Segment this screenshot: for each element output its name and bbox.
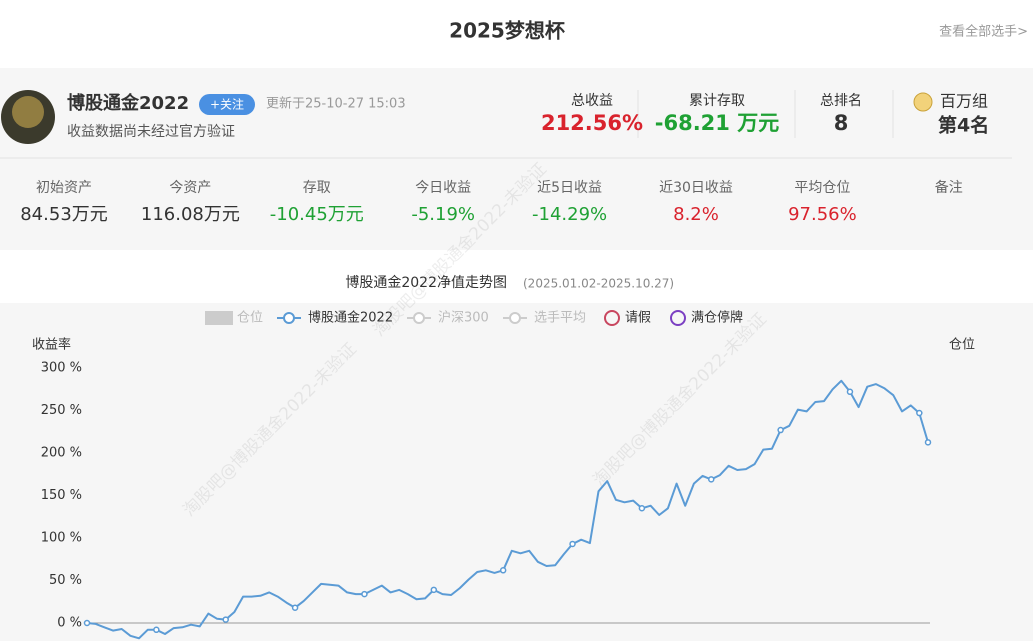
y-tick-label: 50 %: [49, 573, 82, 588]
metric-label: 近30日收益: [659, 180, 733, 196]
legend-label: 博股通金2022: [308, 310, 393, 326]
point-marker: [777, 426, 784, 434]
metric-label: 今日收益: [415, 180, 471, 196]
chart-panel: [0, 303, 1033, 641]
group-badge: [913, 92, 933, 112]
y-tick-label: 250 %: [41, 403, 82, 418]
point-marker: [569, 540, 576, 548]
point-marker: [430, 586, 438, 594]
legend-swatch: [413, 312, 425, 324]
point-marker: [846, 388, 854, 396]
point-marker: [924, 439, 932, 446]
metric-label: 备注: [935, 179, 963, 196]
metric-value: 97.56%: [788, 204, 857, 225]
summary-label: 累计存取: [689, 93, 745, 109]
y-axis-label: 收益率: [32, 337, 71, 353]
point-marker: [222, 616, 229, 623]
point-marker: [153, 626, 160, 634]
update-time: 更新于25-10-27 15:03: [266, 96, 406, 112]
y-tick-label: 200 %: [41, 446, 82, 461]
player-name: 博股通金2022: [67, 92, 189, 114]
metric-value: -10.45万元: [270, 204, 364, 225]
chart-title: 博股通金2022净值走势图: [345, 274, 507, 291]
avatar-detail: [12, 96, 44, 128]
profile-panel: [0, 68, 1033, 250]
metric-label: 初始资产: [36, 179, 92, 196]
legend-label: 请假: [625, 311, 651, 326]
point-marker: [83, 619, 91, 627]
legend-label: 选手平均: [534, 311, 586, 326]
follow-button[interactable]: [199, 94, 255, 115]
point-marker: [638, 505, 646, 512]
metric-value: -5.19%: [411, 204, 475, 225]
point-marker: [291, 604, 299, 611]
summary-label: 总收益: [571, 93, 613, 109]
y-tick-label: 100 %: [41, 531, 82, 546]
verify-note: 收益数据尚未经过官方验证: [67, 124, 235, 140]
legend-label: 满仓停牌: [691, 310, 743, 326]
metric-value: 84.53万元: [20, 204, 108, 225]
follow-label[interactable]: +关注: [210, 97, 244, 112]
legend-swatch: [670, 310, 686, 326]
summary-value: 第4名: [938, 114, 989, 137]
y-tick-label: 0 %: [57, 616, 82, 631]
point-marker: [916, 409, 923, 417]
all-players-link[interactable]: 查看全部选手>: [939, 24, 1028, 40]
page-title: 2025梦想杯: [449, 19, 565, 43]
y-tick-label: 300 %: [41, 361, 82, 376]
legend-swatch: [604, 310, 620, 326]
metric-label: 今资产: [169, 180, 211, 196]
metric-value: -14.29%: [532, 204, 607, 225]
summary-label: 百万组: [940, 92, 988, 111]
point-marker: [499, 567, 507, 574]
summary-label: 总排名: [820, 93, 862, 109]
point-marker: [361, 590, 368, 598]
y-tick-label: 150 %: [41, 488, 82, 503]
legend-label: 沪深300: [438, 310, 489, 326]
metric-label: 近5日收益: [537, 180, 602, 196]
point-marker: [707, 476, 715, 483]
summary-value: -68.21 万元: [655, 111, 779, 135]
chart-subtitle: (2025.01.02-2025.10.27): [523, 277, 674, 291]
metric-label: 平均仓位: [794, 180, 850, 196]
metric-label: 存取: [303, 180, 331, 196]
metric-value: 116.08万元: [141, 204, 240, 225]
legend-swatch: [509, 312, 521, 324]
summary-value: 212.56%: [541, 111, 643, 135]
legend-swatch: [283, 312, 295, 324]
legend-swatch: [205, 311, 233, 325]
legend-label: 仓位: [237, 311, 263, 326]
summary-value: 8: [834, 111, 849, 135]
y2-axis-label: 仓位: [949, 338, 975, 353]
metric-value: 8.2%: [673, 204, 719, 225]
